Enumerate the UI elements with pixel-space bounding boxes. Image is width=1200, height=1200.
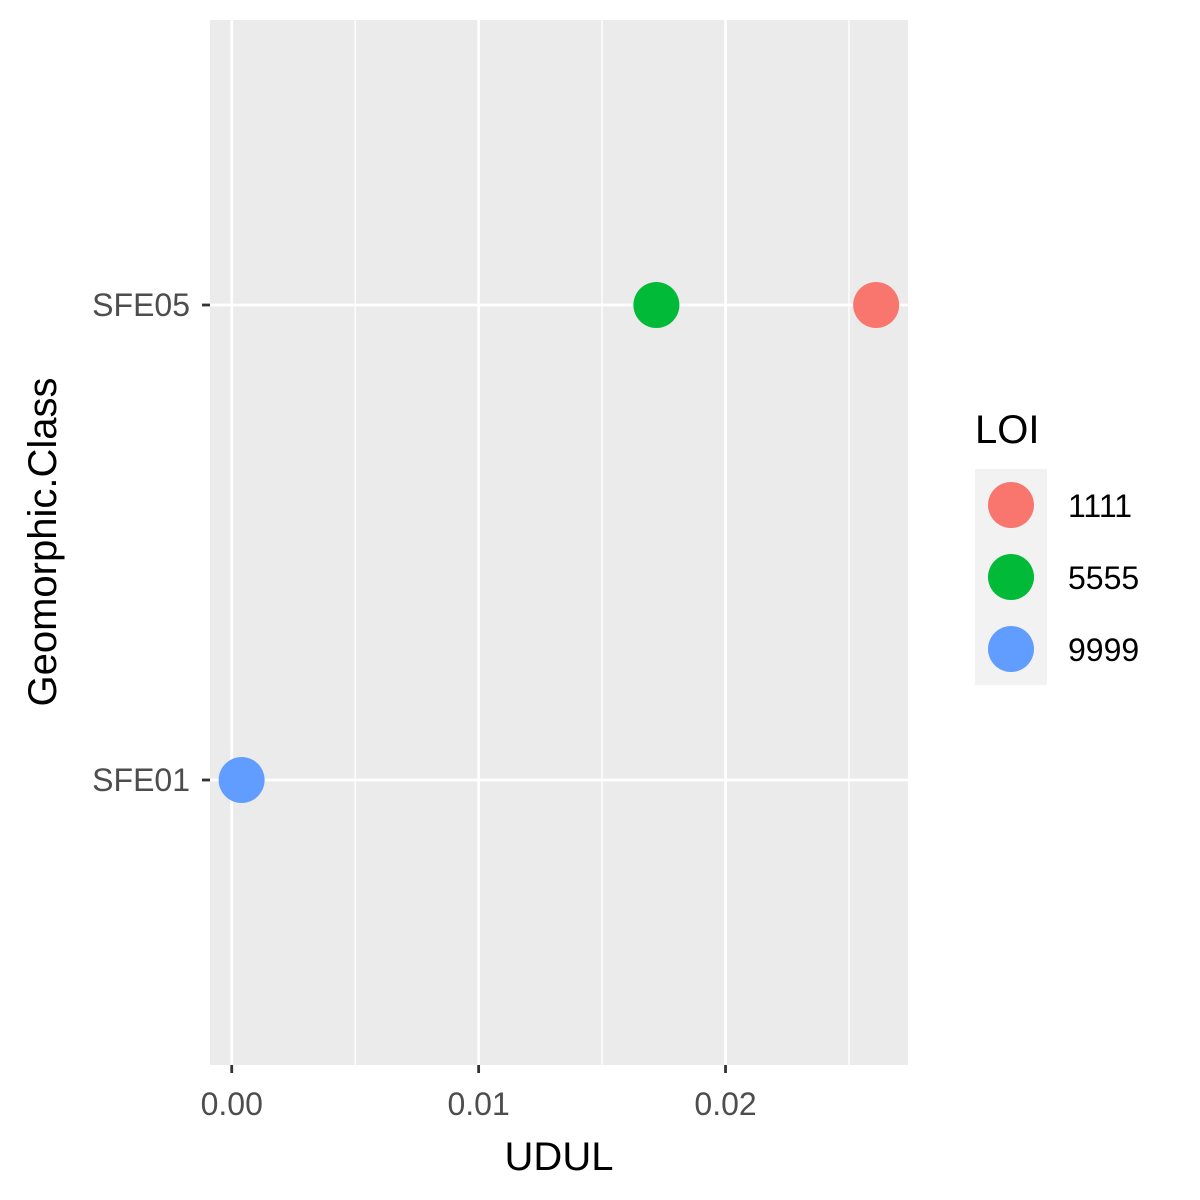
major-gridlines — [210, 20, 908, 1065]
x-axis: 0.00 0.01 0.02 — [201, 1065, 757, 1122]
legend-key-5555 — [988, 554, 1034, 600]
minor-gridlines — [354, 20, 850, 1065]
data-point-1111 — [853, 282, 900, 328]
legend: LOI 1111 5555 9999 — [975, 408, 1139, 685]
legend-key-9999 — [988, 626, 1034, 672]
legend-title: LOI — [975, 408, 1039, 452]
x-tick-label: 0.02 — [694, 1086, 756, 1122]
plot-panel — [210, 20, 908, 1065]
legend-label: 1111 — [1068, 488, 1132, 524]
legend-label: 9999 — [1068, 632, 1139, 668]
x-axis-title: UDUL — [505, 1135, 614, 1179]
y-tick-label: SFE01 — [92, 762, 190, 798]
data-point-9999 — [218, 757, 265, 803]
data-points — [218, 282, 900, 803]
y-tick-label: SFE05 — [92, 287, 190, 323]
x-tick-label: 0.00 — [201, 1086, 263, 1122]
data-point-5555 — [633, 282, 680, 328]
y-axis-title: Geomorphic.Class — [21, 377, 65, 706]
legend-label: 5555 — [1068, 560, 1139, 596]
legend-key-1111 — [988, 482, 1034, 528]
x-tick-label: 0.01 — [447, 1086, 509, 1122]
y-axis: SFE01 SFE05 — [92, 287, 210, 798]
